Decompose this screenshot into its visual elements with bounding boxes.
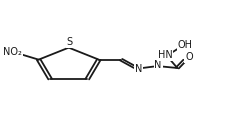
Text: N: N xyxy=(155,60,162,70)
Text: N: N xyxy=(135,64,142,74)
Text: O: O xyxy=(185,52,193,62)
Text: S: S xyxy=(67,37,73,47)
Text: NO₂: NO₂ xyxy=(3,47,22,57)
Text: OH: OH xyxy=(177,40,192,50)
Text: HN: HN xyxy=(158,50,172,60)
